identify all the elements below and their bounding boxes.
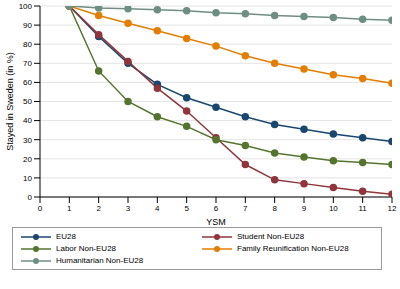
svg-text:20: 20: [23, 155, 32, 164]
svg-text:90: 90: [23, 21, 32, 30]
svg-text:YSM: YSM: [206, 217, 226, 227]
svg-text:Stayed in Sweden (in %): Stayed in Sweden (in %): [8, 52, 15, 151]
html-text:Student Non-EU28: Student Non-EU28: [237, 232, 305, 241]
svg-text:0: 0: [38, 204, 43, 213]
svg-text:11: 11: [359, 204, 368, 213]
svg-text:50: 50: [23, 97, 32, 106]
svg-text:5: 5: [184, 204, 189, 213]
svg-text:3: 3: [126, 204, 131, 213]
html-text:Labor Non-EU28: Labor Non-EU28: [56, 244, 116, 253]
svg-text:12: 12: [388, 204, 392, 213]
svg-text:70: 70: [23, 59, 32, 68]
svg-text:10: 10: [329, 204, 338, 213]
svg-text:2: 2: [96, 204, 101, 213]
html-text:Humanitarian Non-EU28: Humanitarian Non-EU28: [56, 256, 144, 265]
html-text:Family Reunification Non-EU28: Family Reunification Non-EU28: [237, 244, 349, 253]
svg-text:7: 7: [243, 204, 248, 213]
svg-text:80: 80: [23, 40, 32, 49]
svg-text:40: 40: [23, 116, 32, 125]
svg-text:10: 10: [23, 174, 32, 183]
html-text:EU28: EU28: [56, 232, 76, 241]
svg-text:1: 1: [67, 204, 72, 213]
svg-text:9: 9: [302, 204, 307, 213]
svg-text:6: 6: [214, 204, 219, 213]
svg-text:30: 30: [23, 136, 32, 145]
svg-text:4: 4: [155, 204, 160, 213]
svg-text:8: 8: [272, 204, 277, 213]
svg-text:100: 100: [19, 2, 33, 11]
svg-text:60: 60: [23, 78, 32, 87]
svg-text:0: 0: [28, 193, 33, 202]
